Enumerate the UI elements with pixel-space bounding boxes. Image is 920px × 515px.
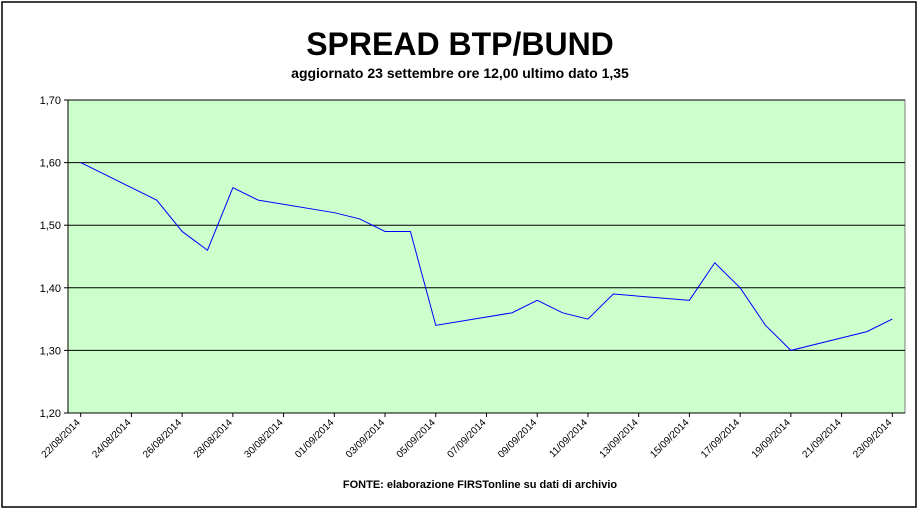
y-tick-label: 1,30 (40, 345, 61, 357)
data-line (80, 162, 893, 351)
y-tick-label: 1,70 (40, 95, 61, 107)
y-tick-label: 1,40 (40, 283, 61, 295)
y-tick-label: 1,20 (40, 408, 61, 420)
plot-area (67, 99, 906, 414)
y-tick-label: 1,60 (40, 158, 61, 170)
chart-subtitle: aggiornato 23 settembre ore 12,00 ultimo… (291, 65, 629, 81)
chart-title: SPREAD BTP/BUND (306, 26, 614, 62)
source-note: FONTE: elaborazione FIRSTonline su dati … (343, 479, 617, 491)
y-tick-label: 1,50 (40, 220, 61, 232)
